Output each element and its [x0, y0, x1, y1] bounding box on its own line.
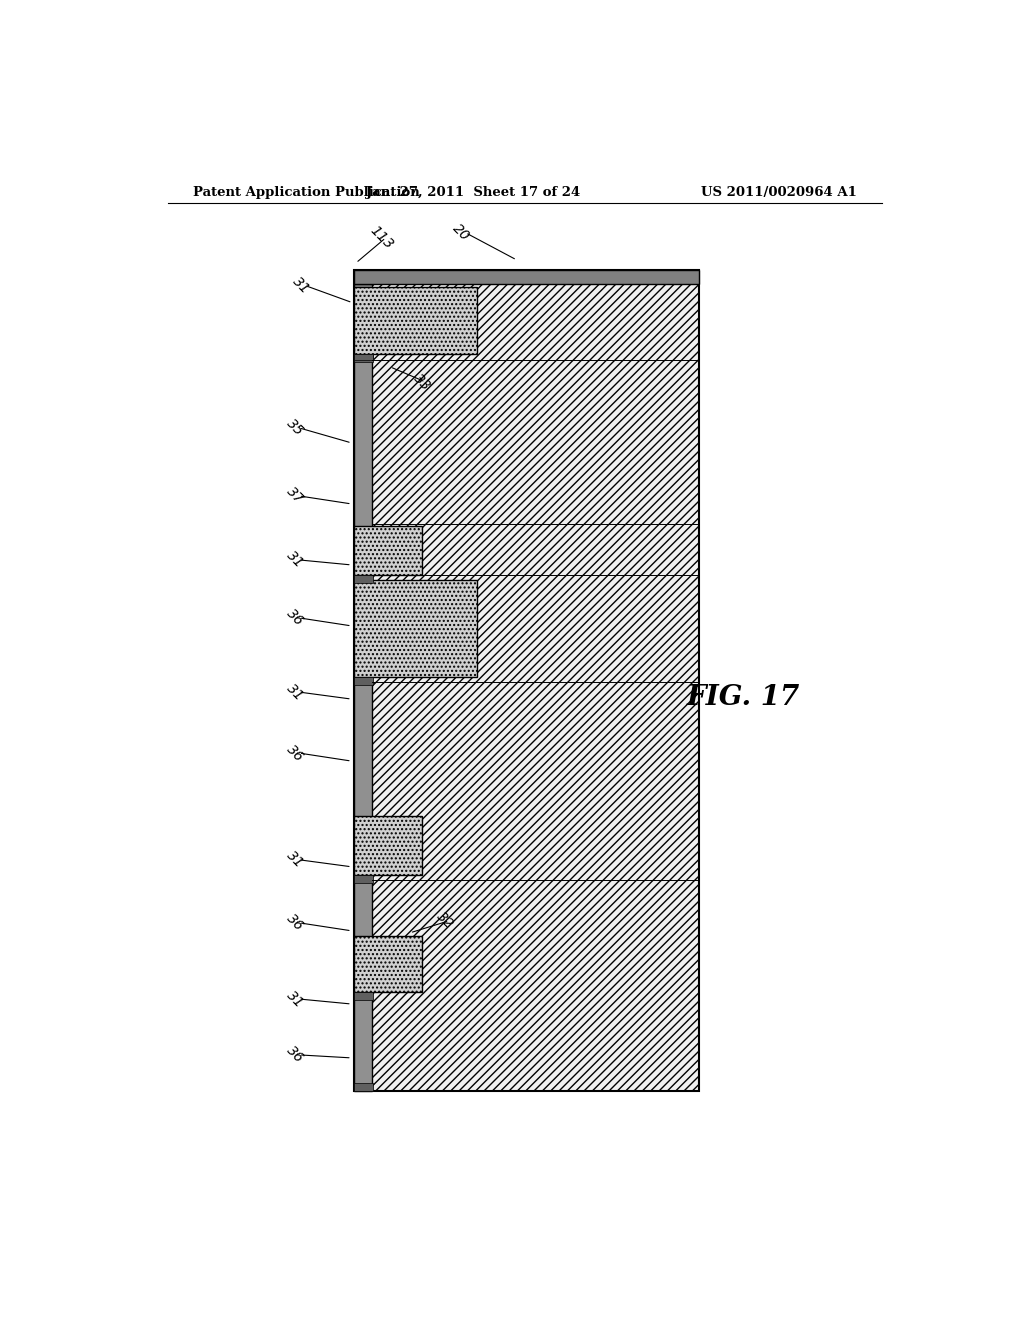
- Bar: [354, 354, 373, 362]
- Bar: [354, 271, 699, 1092]
- Text: 20: 20: [451, 222, 472, 244]
- Text: 31: 31: [284, 987, 306, 1010]
- Text: 36: 36: [284, 607, 306, 630]
- Bar: [354, 581, 477, 677]
- Text: 32: 32: [434, 909, 457, 932]
- Text: 37: 37: [284, 484, 306, 507]
- Bar: [354, 354, 373, 359]
- Text: 33: 33: [411, 371, 433, 393]
- Bar: [354, 576, 373, 583]
- Bar: [354, 936, 422, 991]
- Bar: [354, 284, 372, 1092]
- Bar: [354, 527, 422, 576]
- Text: FIG. 17: FIG. 17: [686, 684, 800, 710]
- Text: 31: 31: [284, 549, 306, 572]
- Text: Jan. 27, 2011  Sheet 17 of 24: Jan. 27, 2011 Sheet 17 of 24: [367, 186, 581, 199]
- Text: 31: 31: [284, 681, 306, 704]
- Text: US 2011/0020964 A1: US 2011/0020964 A1: [700, 186, 856, 199]
- Bar: [354, 677, 373, 685]
- Text: 31: 31: [290, 275, 312, 297]
- Bar: [354, 288, 477, 354]
- Bar: [354, 875, 373, 883]
- Bar: [354, 991, 373, 1001]
- Bar: [354, 271, 699, 284]
- Text: 113: 113: [368, 223, 396, 252]
- Text: 35: 35: [284, 417, 306, 440]
- Text: 36: 36: [284, 742, 306, 764]
- Text: 36: 36: [284, 912, 306, 935]
- Text: 36: 36: [284, 1044, 306, 1067]
- Bar: [354, 1084, 373, 1092]
- Text: Patent Application Publication: Patent Application Publication: [194, 186, 420, 199]
- Text: 31: 31: [284, 849, 306, 871]
- Bar: [354, 816, 422, 875]
